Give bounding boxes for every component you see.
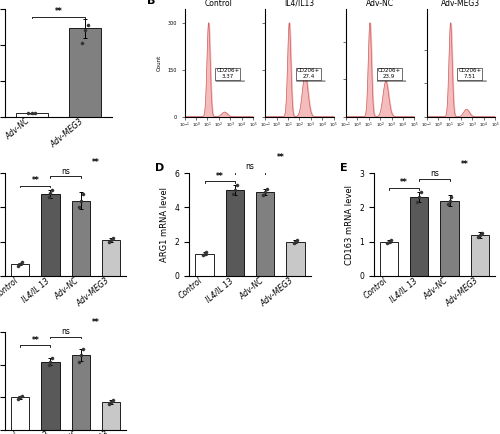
- Point: [109, 235, 117, 242]
- Point: [81, 27, 89, 34]
- Text: E: E: [340, 163, 347, 173]
- Point: [75, 204, 83, 211]
- Point: [31, 110, 39, 117]
- Title: Adv-NC: Adv-NC: [366, 0, 394, 8]
- Point: [14, 262, 22, 269]
- Point: [229, 190, 237, 197]
- Point: [383, 240, 391, 247]
- Point: [200, 250, 208, 257]
- Point: [46, 190, 54, 197]
- Bar: [226, 191, 244, 276]
- Point: [107, 237, 115, 243]
- Text: CD206+
3.37: CD206+ 3.37: [216, 69, 240, 79]
- Point: [18, 392, 26, 399]
- Bar: [286, 242, 304, 276]
- Point: [46, 358, 54, 365]
- Point: [415, 194, 423, 201]
- Point: [107, 398, 115, 405]
- Point: [28, 110, 36, 117]
- Point: [385, 238, 393, 245]
- Point: [44, 194, 52, 201]
- Bar: [42, 362, 60, 430]
- Text: **: **: [216, 171, 224, 181]
- Text: B: B: [147, 0, 156, 6]
- Point: [474, 233, 482, 240]
- Point: [444, 201, 452, 207]
- Point: [417, 189, 425, 196]
- Point: [48, 187, 56, 194]
- Y-axis label: Count: Count: [157, 55, 162, 71]
- Point: [48, 355, 56, 362]
- Point: [263, 185, 271, 192]
- Bar: [410, 197, 428, 276]
- Text: ns: ns: [61, 167, 70, 176]
- Point: [202, 249, 210, 256]
- Text: CD206+
7.51: CD206+ 7.51: [458, 69, 481, 79]
- Point: [109, 397, 117, 404]
- Bar: [72, 355, 90, 430]
- Title: Control: Control: [205, 0, 233, 8]
- Y-axis label: CD163 mRNA level: CD163 mRNA level: [344, 184, 354, 265]
- Point: [478, 230, 486, 237]
- Point: [294, 237, 302, 243]
- Point: [77, 352, 85, 358]
- Point: [448, 194, 456, 201]
- Point: [232, 182, 240, 189]
- Bar: [69, 29, 101, 117]
- Point: [414, 199, 422, 206]
- Y-axis label: ARG1 mRNA level: ARG1 mRNA level: [160, 187, 169, 262]
- Bar: [102, 240, 120, 276]
- Bar: [196, 253, 214, 276]
- Text: ns: ns: [246, 162, 254, 171]
- Point: [77, 197, 85, 204]
- Title: IL4/IL13: IL4/IL13: [284, 0, 314, 8]
- Text: **: **: [92, 319, 100, 327]
- Point: [446, 197, 454, 204]
- Bar: [470, 235, 489, 276]
- Text: **: **: [276, 153, 284, 162]
- Point: [476, 231, 484, 238]
- Bar: [16, 113, 48, 117]
- Text: D: D: [156, 163, 164, 173]
- Text: **: **: [461, 160, 468, 169]
- Bar: [256, 192, 274, 276]
- Bar: [440, 201, 458, 276]
- Point: [78, 345, 86, 352]
- Point: [16, 394, 24, 401]
- Point: [386, 237, 394, 243]
- Text: **: **: [400, 178, 408, 187]
- Bar: [72, 201, 90, 276]
- Text: **: **: [54, 7, 62, 16]
- Point: [75, 358, 83, 365]
- Point: [260, 192, 268, 199]
- Point: [290, 240, 298, 247]
- Point: [292, 238, 300, 245]
- Text: CD206+
23.9: CD206+ 23.9: [378, 69, 401, 79]
- Text: **: **: [92, 158, 100, 167]
- Point: [261, 189, 269, 196]
- Point: [84, 21, 92, 28]
- Point: [106, 400, 114, 407]
- Bar: [102, 402, 120, 430]
- Point: [78, 39, 86, 46]
- Text: ns: ns: [430, 169, 439, 178]
- Bar: [11, 264, 30, 276]
- Point: [16, 260, 24, 267]
- Bar: [380, 242, 398, 276]
- Point: [18, 259, 26, 266]
- Point: [78, 190, 86, 197]
- Point: [44, 362, 52, 368]
- Point: [24, 110, 32, 117]
- Text: **: **: [32, 336, 39, 345]
- Bar: [42, 194, 60, 276]
- Text: CD206+
27.4: CD206+ 27.4: [297, 69, 320, 79]
- Title: Adv-MEG3: Adv-MEG3: [442, 0, 480, 8]
- Point: [14, 395, 22, 402]
- Point: [106, 238, 114, 245]
- Point: [231, 187, 239, 194]
- Bar: [11, 397, 30, 430]
- Text: ns: ns: [61, 327, 70, 336]
- Text: **: **: [32, 176, 39, 185]
- Point: [198, 252, 206, 259]
